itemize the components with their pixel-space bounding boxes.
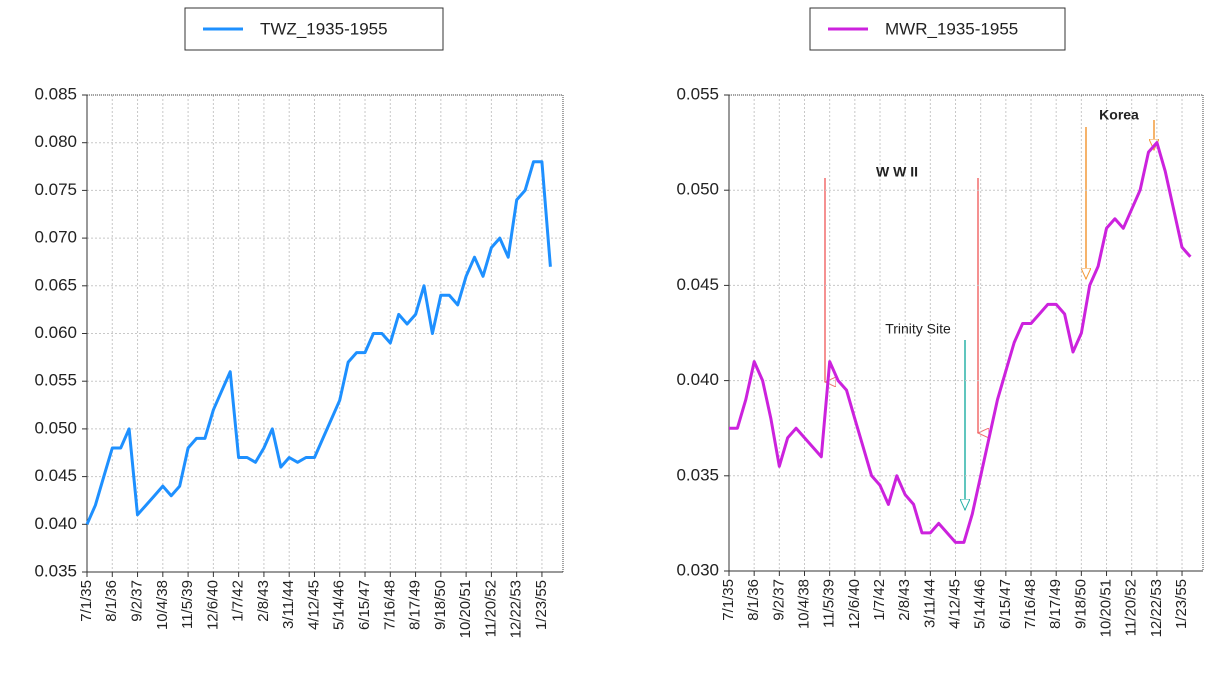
x-tick-label: 12/6/40 [204,580,221,630]
x-tick-label: 9/2/37 [770,579,787,621]
x-tick-label: 12/6/40 [846,579,863,629]
x-tick-label: 9/2/37 [129,580,146,622]
annotation: W W II [876,164,918,180]
x-tick-label: 4/12/45 [946,579,963,629]
x-tick-label: 1/23/55 [533,580,550,630]
arrows [825,120,1154,510]
x-tick-label: 8/17/49 [1047,579,1064,629]
x-tick-label: 6/15/47 [997,579,1014,629]
y-tick-label: 0.040 [676,370,719,389]
x-tick-label: 8/1/36 [745,579,762,621]
y-tick-label: 0.055 [34,371,77,390]
x-tick-label: 11/5/39 [179,580,196,629]
y-tick-label: 0.075 [34,180,77,199]
y-tick-label: 0.045 [34,466,77,485]
x-tick-label: 11/5/39 [821,579,838,628]
x-tick-label: 12/22/53 [1148,579,1165,637]
y-tick-label: 0.065 [34,275,77,294]
y-tick-label: 0.080 [34,132,77,151]
annotation: Korea [1099,107,1139,123]
x-tick-label: 4/12/45 [305,580,322,630]
x-tick-label: 1/7/42 [871,579,888,621]
y-tick-label: 0.055 [676,84,719,103]
y-tick-label: 0.050 [676,180,719,199]
y-tick-label: 0.035 [34,561,77,580]
x-tick-label: 1/23/55 [1173,579,1190,629]
x-tick-label: 7/16/48 [381,580,398,630]
y-tick-label: 0.045 [676,275,719,294]
x-tick-label: 8/1/36 [103,580,120,622]
x-tick-label: 7/16/48 [1022,579,1039,629]
x-tick-label: 1/7/42 [230,580,247,622]
data-line [85,160,552,525]
x-tick-label: 7/1/35 [720,579,737,621]
x-tick-label: 3/11/44 [280,580,297,629]
x-tick-label: 2/8/43 [255,580,272,622]
y-tick-label: 0.050 [34,418,77,437]
y-tick-label: 0.085 [34,84,77,103]
x-tick-label: 10/4/38 [795,579,812,629]
x-tick-label: 9/18/50 [1072,579,1089,629]
x-tick-label: 5/14/46 [972,579,989,629]
x-tick-label: 9/18/50 [432,580,449,630]
y-tick-label: 0.035 [676,465,719,484]
x-tick-label: 5/14/46 [331,580,348,630]
legend-label: MWR_1935-1955 [885,19,1018,38]
x-tick-label: 10/20/51 [1097,579,1114,637]
x-tick-label: 12/22/53 [508,580,525,638]
y-tick-label: 0.040 [34,514,77,533]
legend-label: TWZ_1935-1955 [260,19,388,38]
annotation: Trinity Site [885,321,951,337]
x-tick-label: 11/20/52 [482,580,499,637]
y-tick-label: 0.070 [34,228,77,247]
data-line [729,141,1192,544]
x-tick-label: 2/8/43 [896,579,913,621]
y-tick-label: 0.060 [34,323,77,342]
x-tick-label: 8/17/49 [407,580,424,630]
x-tick-label: 6/15/47 [356,580,373,630]
x-tick-label: 3/11/44 [921,579,938,628]
x-tick-label: 10/4/38 [154,580,171,630]
x-tick-label: 7/1/35 [78,580,95,622]
y-tick-label: 0.030 [676,560,719,579]
x-tick-label: 10/20/51 [457,580,474,638]
x-tick-label: 11/20/52 [1123,579,1140,636]
